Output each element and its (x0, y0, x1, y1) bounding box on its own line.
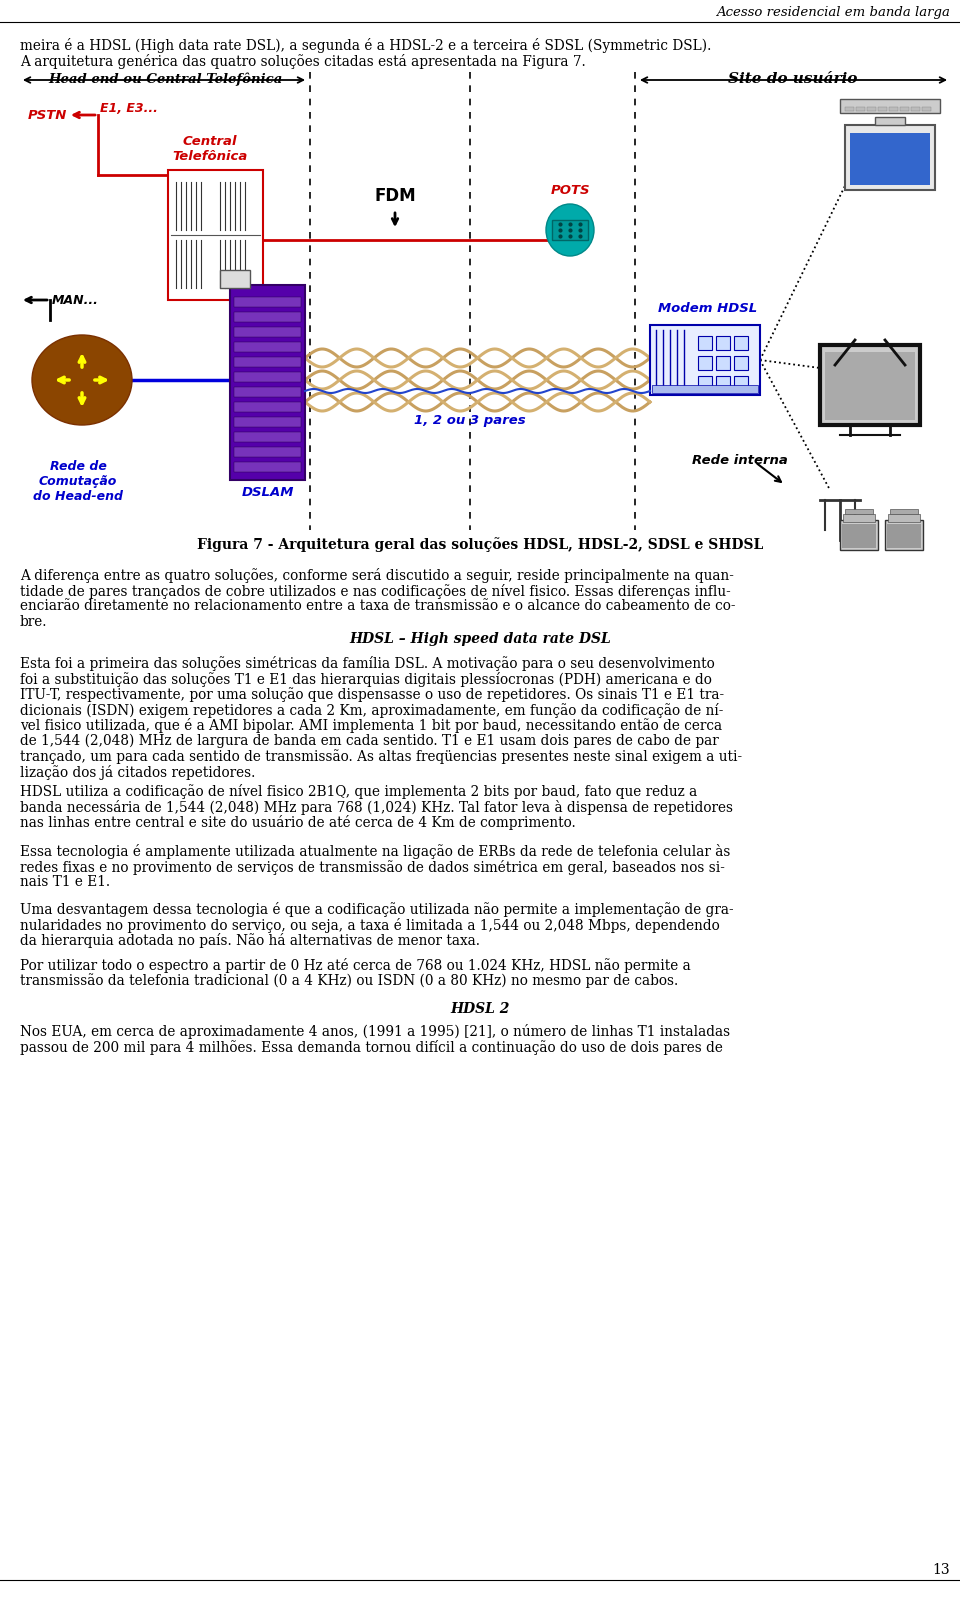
Text: meira é a HDSL (High data rate DSL), a segunda é a HDSL-2 e a terceira é SDSL (S: meira é a HDSL (High data rate DSL), a s… (20, 38, 711, 53)
Bar (234, 463, 301, 472)
Bar (842, 524, 876, 548)
Text: banda necessária de 1,544 (2,048) MHz para 768 (1,024) KHz. Tal fator leva à dis: banda necessária de 1,544 (2,048) MHz pa… (20, 799, 733, 815)
Bar (234, 416, 301, 427)
Bar (552, 219, 588, 240)
Text: Site do usuário: Site do usuário (729, 72, 857, 86)
Bar (234, 387, 301, 397)
Bar (716, 355, 730, 370)
Text: FDM: FDM (374, 187, 416, 205)
Bar (734, 376, 748, 391)
Bar (845, 125, 935, 191)
Text: HDSL – High speed data rate DSL: HDSL – High speed data rate DSL (349, 632, 611, 645)
Bar (652, 384, 758, 392)
Bar (716, 336, 730, 351)
Bar (734, 355, 748, 370)
Text: E1, E3...: E1, E3... (100, 101, 157, 115)
Ellipse shape (32, 335, 132, 424)
Bar (234, 432, 301, 442)
Text: foi a substituição das soluções T1 e E1 das hierarquias digitais plessíocronas (: foi a substituição das soluções T1 e E1 … (20, 671, 712, 687)
Text: trançado, um para cada sentido de transmissão. As altas freqüencias presentes ne: trançado, um para cada sentido de transm… (20, 749, 742, 764)
Text: Rede interna: Rede interna (692, 453, 788, 466)
Text: vel fisico utilizada, que é a AMI bipolar. AMI implementa 1 bit por baud, necess: vel fisico utilizada, que é a AMI bipola… (20, 717, 722, 733)
Text: Essa tecnologia é amplamente utilizada atualmente na ligação de ERBs da rede de : Essa tecnologia é amplamente utilizada a… (20, 844, 731, 860)
Bar (890, 509, 918, 514)
Text: nularidades no provimento do serviço, ou seja, a taxa é limitada a 1,544 ou 2,04: nularidades no provimento do serviço, ou… (20, 917, 720, 932)
Bar (234, 327, 301, 336)
Bar (911, 107, 920, 110)
Bar (234, 298, 301, 307)
Bar (234, 447, 301, 456)
Text: nais T1 e E1.: nais T1 e E1. (20, 876, 110, 889)
Bar (234, 357, 301, 367)
Bar (840, 99, 940, 114)
Text: transmissão da telefonia tradicional (0 a 4 KHz) ou ISDN (0 a 80 KHz) no mesmo p: transmissão da telefonia tradicional (0 … (20, 973, 679, 988)
Text: tidade de pares trançados de cobre utilizados e nas codificações de nível fisico: tidade de pares trançados de cobre utili… (20, 583, 731, 599)
Bar (234, 312, 301, 322)
Bar (888, 514, 920, 522)
Bar (845, 509, 873, 514)
Text: nas linhas entre central e site do usuário de até cerca de 4 Km de comprimento.: nas linhas entre central e site do usuár… (20, 815, 576, 829)
Text: Uma desvantagem dessa tecnologia é que a codificação utilizada não permite a imp: Uma desvantagem dessa tecnologia é que a… (20, 901, 733, 917)
Bar (867, 107, 876, 110)
Text: Central
Telefônica: Central Telefônica (172, 134, 248, 163)
Bar (230, 285, 305, 480)
Bar (850, 133, 930, 186)
Text: MAN...: MAN... (52, 293, 99, 306)
Text: Head end ou Central Telefônica: Head end ou Central Telefônica (48, 72, 282, 85)
Bar (234, 343, 301, 352)
Bar (875, 117, 905, 125)
Text: Por utilizar todo o espectro a partir de 0 Hz até cerca de 768 ou 1.024 KHz, HDS: Por utilizar todo o espectro a partir de… (20, 957, 691, 973)
Text: 1, 2 ou 3 pares: 1, 2 ou 3 pares (414, 413, 526, 426)
Text: Modem HDSL: Modem HDSL (658, 301, 757, 314)
Text: bre.: bre. (20, 615, 47, 629)
Ellipse shape (546, 203, 594, 256)
Text: A diferença entre as quatro soluções, conforme será discutido a seguir, reside p: A diferença entre as quatro soluções, co… (20, 568, 733, 583)
Bar (887, 524, 921, 548)
Bar (825, 352, 915, 419)
Text: Rede de
Comutação
do Head-end: Rede de Comutação do Head-end (33, 459, 123, 503)
Bar (650, 325, 760, 395)
Text: 13: 13 (932, 1563, 950, 1577)
Text: Esta foi a primeira das soluções simétricas da família DSL. A motivação para o s: Esta foi a primeira das soluções simétri… (20, 656, 715, 671)
Text: da hierarquia adotada no país. Não há alternativas de menor taxa.: da hierarquia adotada no país. Não há al… (20, 933, 480, 948)
Bar (843, 514, 875, 522)
Bar (698, 355, 712, 370)
Text: de 1,544 (2,048) MHz de largura de banda em cada sentido. T1 e E1 usam dois pare: de 1,544 (2,048) MHz de largura de banda… (20, 733, 719, 748)
Text: HDSL 2: HDSL 2 (450, 1002, 510, 1017)
Text: Figura 7 - Arquitetura geral das soluções HDSL, HDSL-2, SDSL e SHDSL: Figura 7 - Arquitetura geral das soluçõe… (197, 538, 763, 552)
Bar (716, 376, 730, 391)
Bar (922, 107, 931, 110)
Text: redes fixas e no provimento de serviços de transmissão de dados simétrica em ger: redes fixas e no provimento de serviços … (20, 860, 725, 874)
Bar (840, 520, 878, 551)
Bar (856, 107, 865, 110)
Text: Acesso residencial em banda larga: Acesso residencial em banda larga (716, 5, 950, 19)
Bar (734, 336, 748, 351)
Text: passou de 200 mil para 4 milhões. Essa demanda tornou difícil a continuação do u: passou de 200 mil para 4 milhões. Essa d… (20, 1039, 723, 1055)
Text: Nos EUA, em cerca de aproximadamente 4 anos, (1991 a 1995) [21], o número de lin: Nos EUA, em cerca de aproximadamente 4 a… (20, 1025, 731, 1039)
Text: lização dos já citados repetidores.: lização dos já citados repetidores. (20, 765, 255, 780)
Bar (820, 344, 920, 424)
Bar (698, 376, 712, 391)
Bar (885, 520, 923, 551)
Bar (698, 336, 712, 351)
Bar (234, 402, 301, 411)
Bar (168, 170, 263, 299)
Text: A arquitetura genérica das quatro soluções citadas está apresentada na Figura 7.: A arquitetura genérica das quatro soluçõ… (20, 54, 586, 69)
Bar (220, 271, 250, 288)
Text: POTS: POTS (550, 184, 589, 197)
Text: PSTN: PSTN (28, 109, 67, 122)
Bar (900, 107, 909, 110)
Text: enciarão diretamente no relacionamento entre a taxa de transmissão e o alcance d: enciarão diretamente no relacionamento e… (20, 599, 735, 613)
Bar (234, 371, 301, 383)
Text: HDSL utiliza a codificação de nível fisico 2B1Q, que implementa 2 bits por baud,: HDSL utiliza a codificação de nível fisi… (20, 784, 697, 799)
Bar (889, 107, 898, 110)
Text: dicionais (ISDN) exigem repetidores a cada 2 Km, aproximadamente, em função da c: dicionais (ISDN) exigem repetidores a ca… (20, 703, 724, 717)
Text: DSLAM: DSLAM (242, 485, 294, 498)
Text: ITU-T, respectivamente, por uma solução que dispensasse o uso de repetidores. Os: ITU-T, respectivamente, por uma solução … (20, 687, 724, 701)
Bar (878, 107, 887, 110)
Bar (845, 107, 854, 110)
